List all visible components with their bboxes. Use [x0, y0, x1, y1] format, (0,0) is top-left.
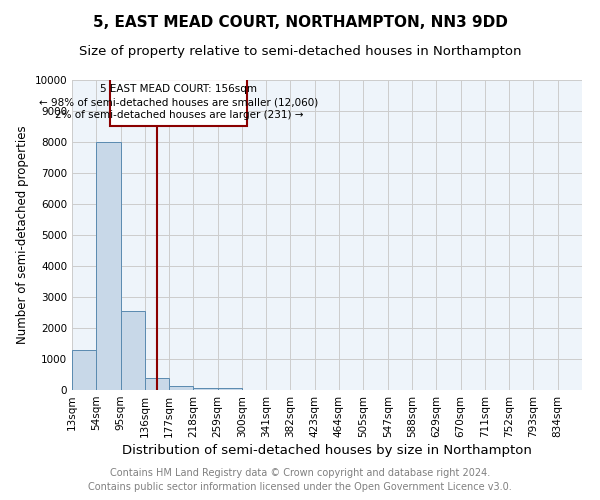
Bar — [193, 388, 218, 390]
FancyBboxPatch shape — [110, 79, 247, 126]
Text: Size of property relative to semi-detached houses in Northampton: Size of property relative to semi-detach… — [79, 45, 521, 58]
Text: 5, EAST MEAD COURT, NORTHAMPTON, NN3 9DD: 5, EAST MEAD COURT, NORTHAMPTON, NN3 9DD — [92, 15, 508, 30]
Text: ← 98% of semi-detached houses are smaller (12,060): ← 98% of semi-detached houses are smalle… — [39, 98, 319, 108]
Text: Contains HM Land Registry data © Crown copyright and database right 2024.: Contains HM Land Registry data © Crown c… — [110, 468, 490, 477]
Bar — [96, 142, 121, 390]
Y-axis label: Number of semi-detached properties: Number of semi-detached properties — [16, 126, 29, 344]
X-axis label: Distribution of semi-detached houses by size in Northampton: Distribution of semi-detached houses by … — [122, 444, 532, 457]
Text: 5 EAST MEAD COURT: 156sqm: 5 EAST MEAD COURT: 156sqm — [100, 84, 257, 94]
Bar — [169, 386, 193, 390]
Bar — [121, 311, 145, 390]
Text: 2% of semi-detached houses are larger (231) →: 2% of semi-detached houses are larger (2… — [55, 110, 303, 120]
Bar — [72, 350, 96, 390]
Bar — [218, 388, 242, 390]
Text: Contains public sector information licensed under the Open Government Licence v3: Contains public sector information licen… — [88, 482, 512, 492]
Bar — [145, 378, 169, 390]
